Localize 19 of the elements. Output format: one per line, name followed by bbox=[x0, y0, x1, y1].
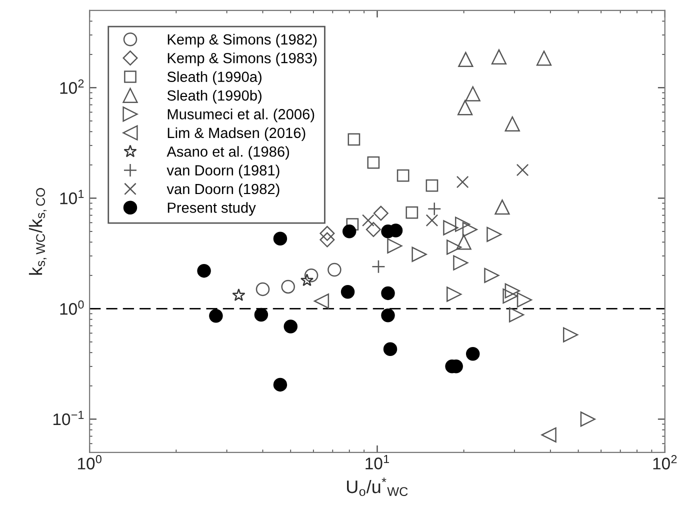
legend-label: Kemp & Simons (1982) bbox=[168, 34, 317, 48]
y-axis-title: k$_{s,WC}$/k$_{s,CO}$ bbox=[28, 188, 47, 275]
legend-label: Musumeci et al. (2006) bbox=[168, 108, 314, 122]
y-tick-label: 10$^{2}$ bbox=[60, 79, 84, 94]
legend-label: Sleath (1990b) bbox=[167, 90, 262, 104]
x-axis-title: U$_{o}$/u$^{*}$$_{WC}$ bbox=[347, 478, 408, 496]
x-tick-label: 10$^{2}$ bbox=[653, 455, 677, 470]
y-tick-label: 10$^{1}$ bbox=[60, 190, 84, 204]
y-tick-label: 10$^{−1}$ bbox=[53, 410, 84, 426]
legend-label: Present study bbox=[168, 202, 256, 216]
legend-label: Kemp & Simons (1983) bbox=[168, 52, 317, 66]
x-tick-label: 10$^{0}$ bbox=[78, 455, 102, 470]
y-tick-label: 10$^{0}$ bbox=[60, 300, 84, 315]
legend-label: van Doorn (1982) bbox=[166, 183, 280, 198]
x-tick-label: 10$^{1}$ bbox=[366, 455, 390, 470]
legend-label: Asano et al. (1986) bbox=[166, 146, 290, 160]
legend-label: van Doorn (1981) bbox=[166, 164, 280, 178]
legend-label: Lim & Madsen (2016) bbox=[168, 127, 306, 141]
legend-label: Sleath (1990a) bbox=[167, 71, 262, 85]
